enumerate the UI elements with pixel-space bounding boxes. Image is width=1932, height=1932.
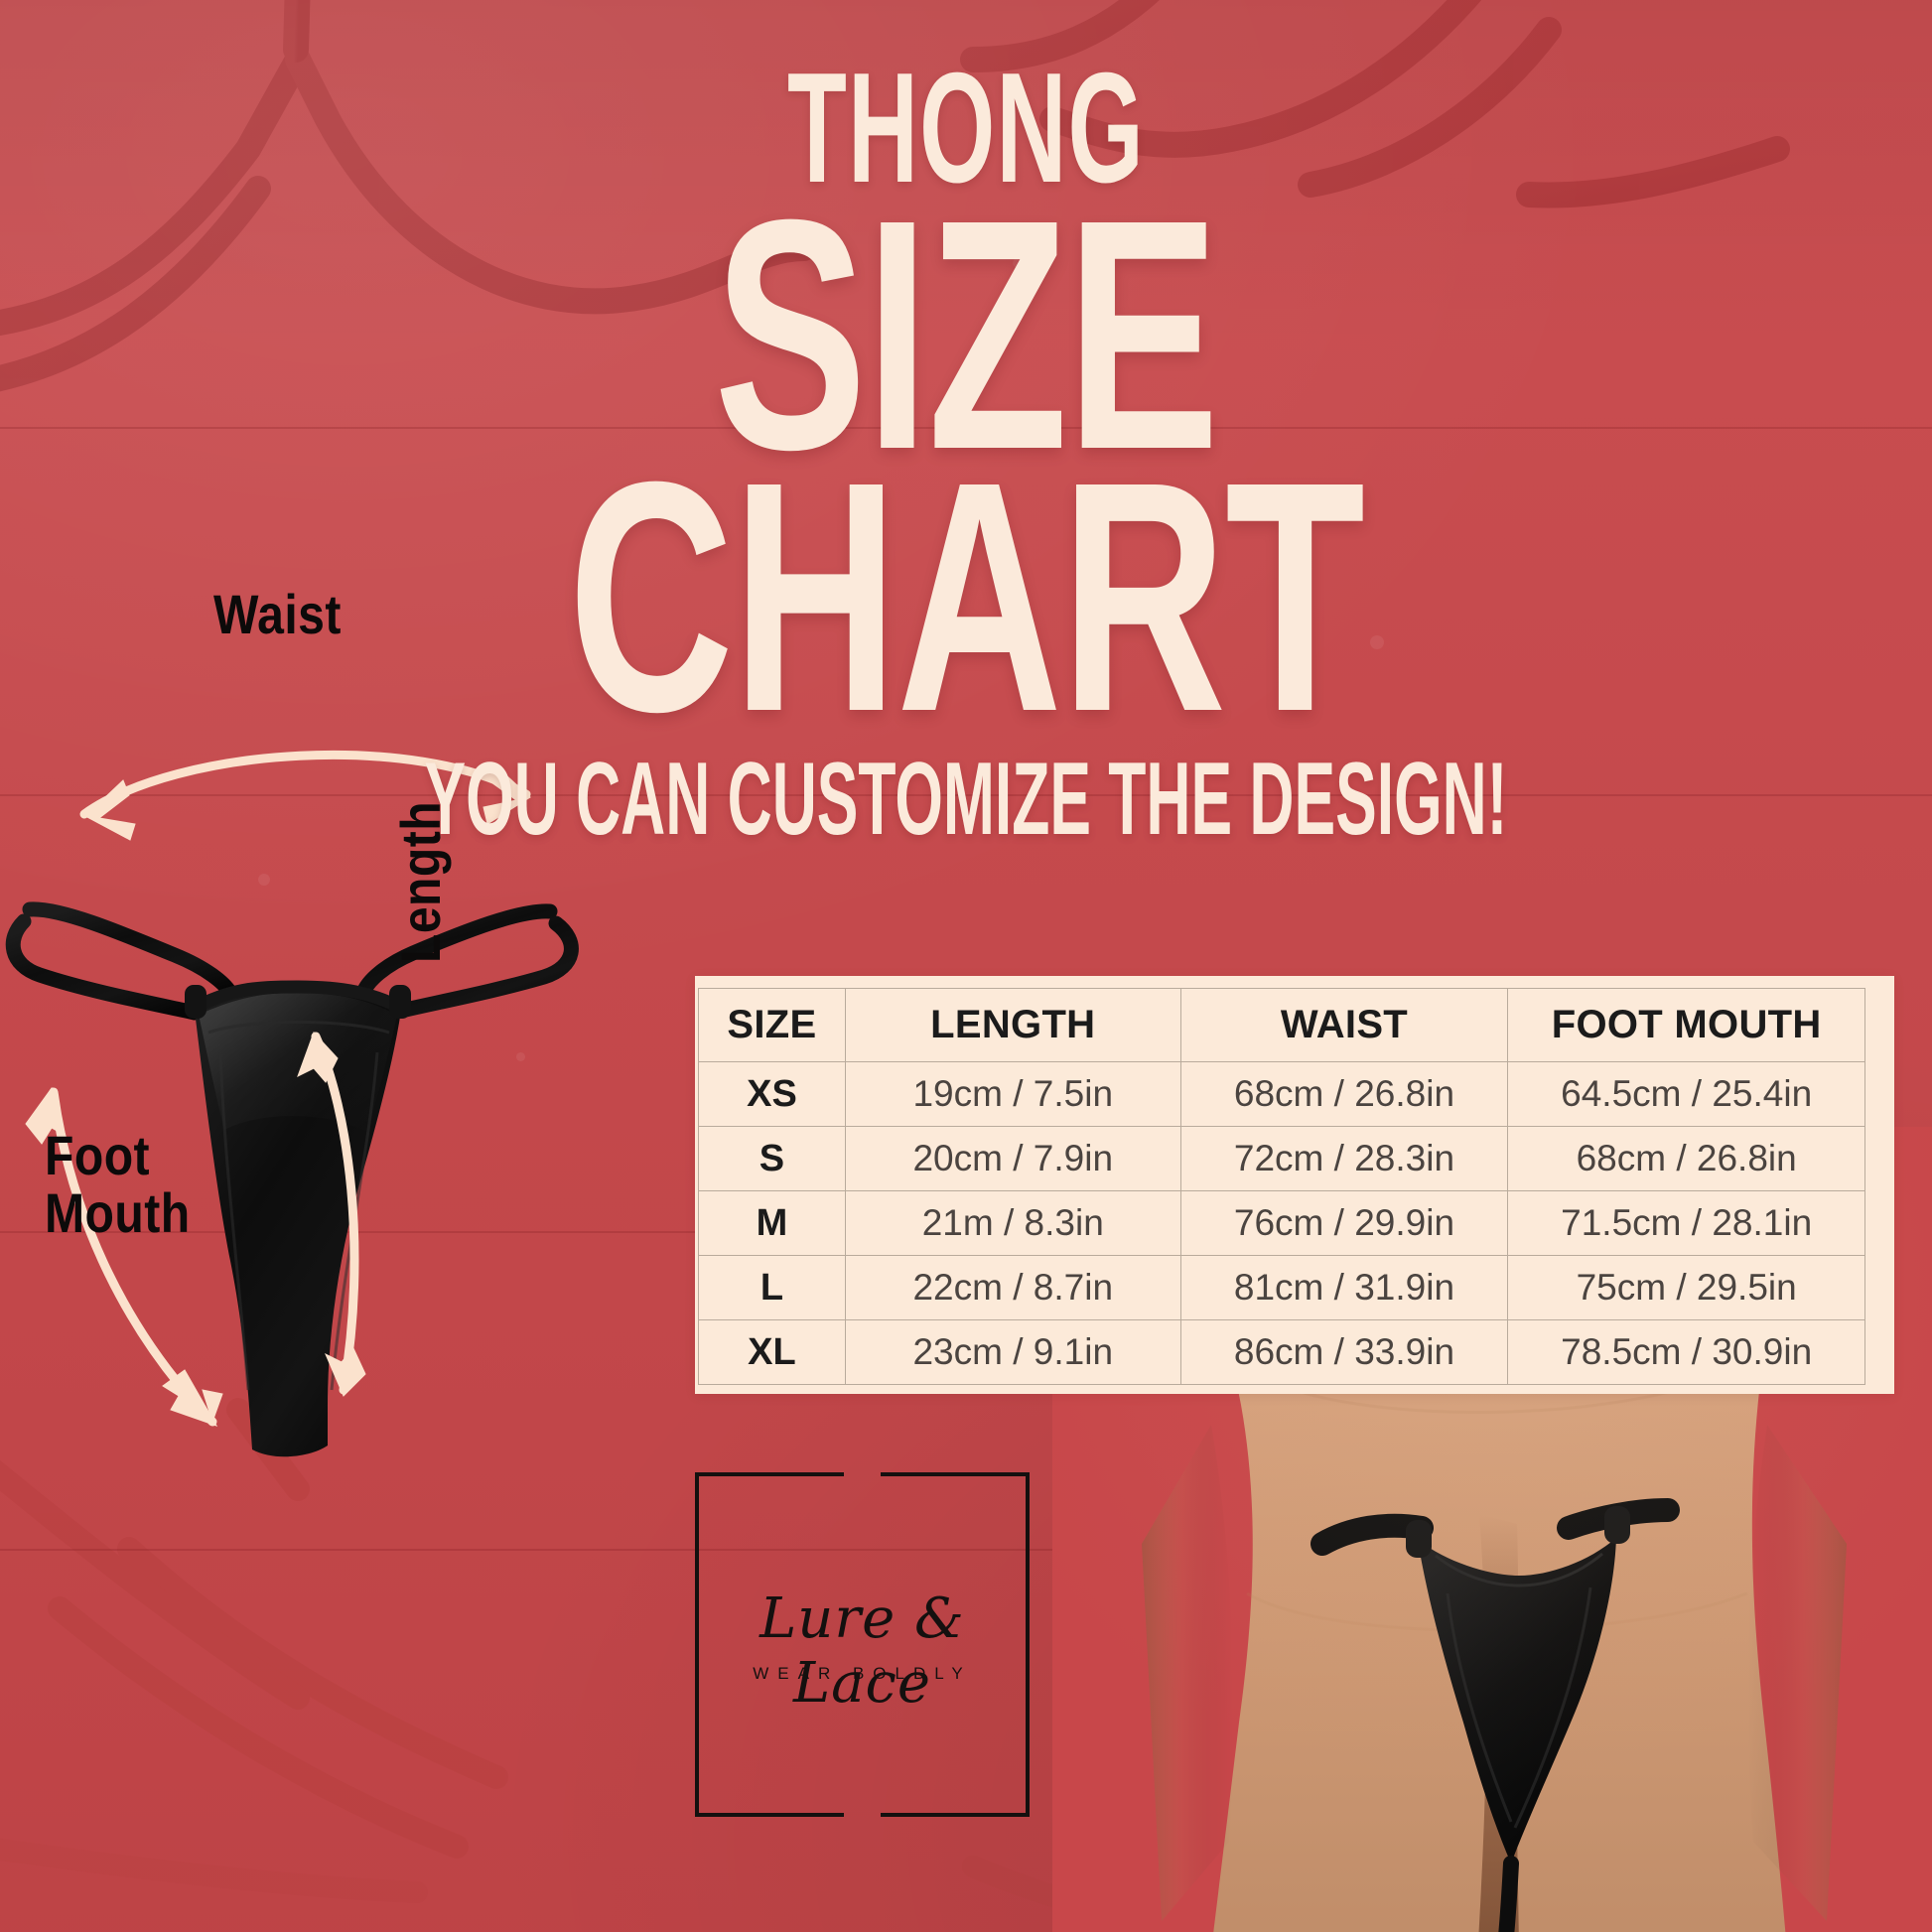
page-subtitle: YOU CAN CUSTOMIZE THE DESIGN! [424, 742, 1508, 858]
thong-illustration-icon [5, 750, 579, 1457]
plank-line [0, 1549, 1932, 1551]
speck [516, 1052, 525, 1061]
waist-label: Waist [213, 583, 342, 645]
column-header-length: LENGTH [844, 988, 1181, 1062]
measurement-diagram: Waist Length Foot Mouth [0, 585, 695, 1688]
cell-waist: 81cm / 31.9in [1179, 1255, 1509, 1320]
logo-border-left [695, 1472, 699, 1817]
logo-corner-bottom-left [695, 1708, 844, 1817]
cell-length: 22cm / 8.7in [844, 1255, 1181, 1320]
column-header-waist: WAIST [1179, 988, 1509, 1062]
table-row: XL 23cm / 9.1in 86cm / 33.9in 78.5cm / 3… [698, 1319, 1865, 1385]
foot-mouth-arrow-icon [25, 1086, 223, 1427]
cell-foot-mouth: 68cm / 26.8in [1507, 1126, 1865, 1191]
cell-length: 23cm / 9.1in [844, 1319, 1181, 1385]
length-arrow-icon [297, 1032, 366, 1397]
table-row: S 20cm / 7.9in 72cm / 28.3in 68cm / 26.8… [698, 1126, 1865, 1191]
column-header-size: SIZE [698, 988, 846, 1062]
size-chart-table: SIZE LENGTH WAIST FOOT MOUTH XS 19cm / 7… [698, 988, 1865, 1385]
logo-brand-name: Lure & Lace [759, 1587, 965, 1716]
foot-mouth-label-line1: Foot [45, 1124, 151, 1186]
table-row: XS 19cm / 7.5in 68cm / 26.8in 64.5cm / 2… [698, 1061, 1865, 1127]
cell-size: M [698, 1190, 846, 1256]
cell-waist: 72cm / 28.3in [1179, 1126, 1509, 1191]
cell-length: 20cm / 7.9in [844, 1126, 1181, 1191]
brand-logo: Lure & Lace WEAR BOLDLY [695, 1472, 1030, 1817]
table-row: M 21m / 8.3in 76cm / 29.9in 71.5cm / 28.… [698, 1190, 1865, 1256]
speck [1370, 635, 1384, 649]
logo-tagline: WEAR BOLDLY [753, 1664, 972, 1683]
foot-mouth-label-line2: Mouth [45, 1181, 191, 1245]
cell-size: XS [698, 1061, 846, 1127]
page-title: SIZE CHART [568, 151, 1365, 780]
cell-waist: 76cm / 29.9in [1179, 1190, 1509, 1256]
cell-length: 21m / 8.3in [844, 1190, 1181, 1256]
cell-size: S [698, 1126, 846, 1191]
cell-size: XL [698, 1319, 846, 1385]
plank-line [0, 794, 1932, 796]
logo-corner-top-right [881, 1472, 1030, 1582]
cell-length: 19cm / 7.5in [844, 1061, 1181, 1127]
cell-size: L [698, 1255, 846, 1320]
cell-foot-mouth: 64.5cm / 25.4in [1507, 1061, 1865, 1127]
foot-mouth-label: Foot Mouth [45, 1124, 191, 1245]
table-row: L 22cm / 8.7in 81cm / 31.9in 75cm / 29.5… [698, 1255, 1865, 1320]
cell-waist: 68cm / 26.8in [1179, 1061, 1509, 1127]
title-eyebrow: THONG [787, 41, 1145, 215]
logo-corner-top-left [695, 1472, 844, 1582]
logo-border-right [1026, 1472, 1030, 1817]
table-header-row: SIZE LENGTH WAIST FOOT MOUTH [698, 988, 1865, 1062]
waist-arrow-icon [79, 750, 531, 841]
cell-foot-mouth: 75cm / 29.5in [1507, 1255, 1865, 1320]
speck [1013, 258, 1023, 268]
speck [258, 874, 270, 886]
cell-waist: 86cm / 33.9in [1179, 1319, 1509, 1385]
header: THONG SIZE CHART YOU CAN CUSTOMIZE THE D… [0, 41, 1932, 858]
cell-foot-mouth: 71.5cm / 28.1in [1507, 1190, 1865, 1256]
logo-corner-bottom-right [881, 1708, 1030, 1817]
column-header-foot-mouth: FOOT MOUTH [1507, 988, 1865, 1062]
cell-foot-mouth: 78.5cm / 30.9in [1507, 1319, 1865, 1385]
plank-line [0, 427, 1932, 429]
thong-body-icon [185, 980, 411, 1457]
size-chart-panel: SIZE LENGTH WAIST FOOT MOUTH XS 19cm / 7… [695, 976, 1894, 1394]
